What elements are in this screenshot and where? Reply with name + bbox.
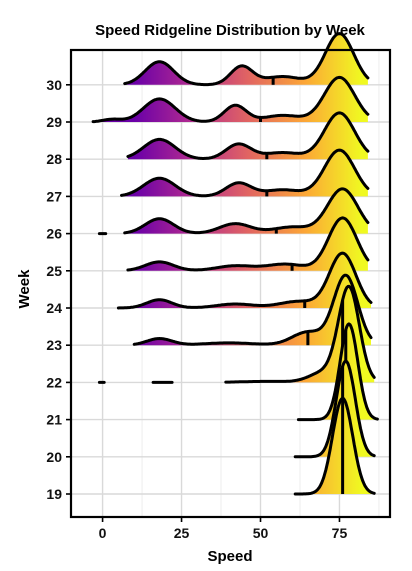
y-tick-label: 23	[46, 337, 62, 353]
ridge-outline	[224, 284, 376, 384]
y-tick-label: 29	[46, 114, 62, 130]
y-tick-label: 26	[46, 226, 62, 242]
y-axis-title: Week	[16, 269, 33, 309]
x-axis: 0 25 50 75	[99, 517, 348, 541]
ridge-week-29	[91, 75, 370, 124]
chart-title: Speed Ridgeline Distribution by Week	[95, 22, 365, 39]
ridge-outline	[123, 32, 370, 87]
ridge-outline	[116, 251, 373, 310]
ridge-outline	[120, 148, 370, 198]
y-tick-label: 24	[46, 300, 62, 316]
y-tick-label: 21	[46, 412, 62, 428]
y-tick-label: 19	[46, 486, 62, 502]
ridge-outline	[91, 75, 370, 124]
y-tick-label: 30	[46, 77, 62, 93]
ridge-outline	[293, 359, 376, 459]
panel-border	[69, 48, 392, 519]
ridges	[91, 32, 379, 496]
y-tick-label: 27	[46, 188, 62, 204]
ridge-outline	[293, 396, 376, 496]
ridge-outline	[123, 187, 370, 235]
y-tick-label: 28	[46, 151, 62, 167]
ridge-week-30	[123, 32, 370, 87]
x-tick-label: 0	[99, 525, 107, 541]
y-tick-label: 22	[46, 374, 62, 390]
x-tick-label: 50	[253, 525, 269, 541]
ridge-fill	[225, 286, 375, 383]
ridge-outline	[126, 111, 370, 160]
x-tick-label: 25	[174, 525, 190, 541]
ridge-outline	[126, 216, 370, 272]
x-axis-title: Speed	[207, 548, 252, 565]
ridge-week-19	[293, 396, 376, 496]
y-tick-label: 20	[46, 449, 62, 465]
ridge-fill	[298, 323, 378, 420]
ridge-fill	[93, 77, 368, 122]
x-tick-label: 75	[332, 525, 348, 541]
ridge-fill	[295, 398, 375, 494]
y-tick-label: 25	[46, 263, 62, 279]
ridge-outline	[132, 273, 373, 346]
ridge-outline	[296, 322, 379, 422]
y-axis: 19 20 21 22 23 24 25 26 27 28 29 30	[46, 77, 71, 502]
